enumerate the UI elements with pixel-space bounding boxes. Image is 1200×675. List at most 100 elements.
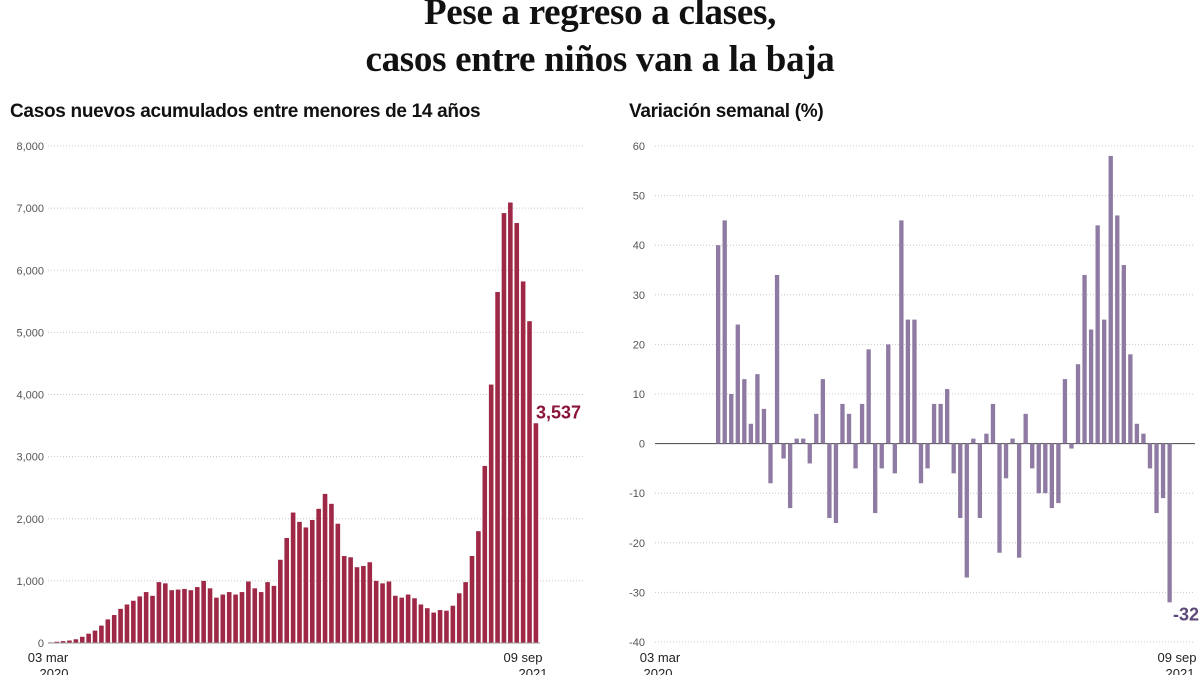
left-bar xyxy=(437,610,443,643)
right-bar xyxy=(761,408,767,444)
left-bar xyxy=(456,593,462,643)
left-bar xyxy=(131,600,136,643)
left-bar xyxy=(469,556,475,643)
right-bar xyxy=(846,413,852,444)
right-bar xyxy=(918,443,924,484)
right-bar xyxy=(1102,319,1107,444)
right-bar xyxy=(1016,443,1022,558)
left-bar xyxy=(386,581,392,643)
right-bar xyxy=(1088,329,1094,444)
left-bar xyxy=(367,562,373,643)
left-y-tick-label: 3,000 xyxy=(16,452,44,464)
left-x-end-year: 2021 xyxy=(519,666,548,675)
left-bar xyxy=(508,202,513,643)
right-bar xyxy=(1082,274,1087,444)
right-bar xyxy=(801,438,806,444)
headline-line-2: casos entre niños van a la baja xyxy=(365,39,835,80)
right-bar xyxy=(827,443,832,518)
left-y-tick-label: 0 xyxy=(38,638,44,650)
right-last-value-label: -32 xyxy=(1173,604,1199,624)
left-y-tick-label: 1,000 xyxy=(16,576,44,588)
left-bar xyxy=(156,582,162,643)
right-bar xyxy=(1147,443,1153,469)
left-bar xyxy=(233,594,238,643)
left-x-start-label: 03 mar xyxy=(28,650,69,665)
right-y-tick-label: 60 xyxy=(633,141,645,153)
left-bar xyxy=(201,580,206,644)
left-bar xyxy=(501,213,507,643)
left-bar xyxy=(124,604,130,643)
right-bar xyxy=(748,423,754,444)
right-bar xyxy=(1010,438,1015,444)
left-bar xyxy=(520,281,526,643)
left-bar xyxy=(424,608,430,643)
right-bar xyxy=(1036,443,1041,494)
right-bar xyxy=(866,349,871,444)
right-y-tick-label: 0 xyxy=(639,439,645,451)
right-y-tick-label: 10 xyxy=(633,389,645,401)
right-bar xyxy=(1167,443,1172,603)
headline-line-1: Pese a regreso a clases, xyxy=(423,0,777,33)
left-bar xyxy=(316,508,321,643)
left-y-tick-label: 6,000 xyxy=(16,265,44,277)
left-bar xyxy=(329,503,334,643)
right-bar xyxy=(1121,265,1126,444)
right-bar xyxy=(1062,379,1068,444)
left-bar xyxy=(169,590,174,643)
right-bar xyxy=(1075,364,1081,444)
left-bar xyxy=(118,608,123,643)
left-bar xyxy=(303,527,309,643)
left-bar xyxy=(278,559,283,643)
left-bar xyxy=(488,384,494,643)
right-bar xyxy=(814,413,819,444)
right-bar xyxy=(977,443,983,518)
right-bar xyxy=(742,379,747,444)
left-y-tick-label: 7,000 xyxy=(16,203,44,215)
left-bar xyxy=(60,641,66,643)
right-bar xyxy=(990,403,996,444)
left-bar xyxy=(143,592,149,643)
left-bar xyxy=(412,598,417,643)
left-y-tick-label: 5,000 xyxy=(16,327,44,339)
right-bar xyxy=(794,438,799,444)
right-bar xyxy=(859,403,865,444)
left-bar xyxy=(67,640,72,643)
left-bar xyxy=(163,583,168,643)
left-bar xyxy=(99,625,104,643)
right-bar xyxy=(853,443,858,469)
right-x-start-label: 03 mar xyxy=(640,650,681,665)
left-bar xyxy=(175,589,181,643)
right-bar xyxy=(774,274,780,444)
right-bar xyxy=(1043,443,1048,494)
right-bar xyxy=(1069,443,1074,449)
right-chart-title: Variación semanal (%) xyxy=(629,101,824,122)
left-bar xyxy=(348,557,353,643)
right-bar xyxy=(892,443,897,474)
right-bar xyxy=(873,443,878,514)
right-bar xyxy=(1141,433,1146,444)
left-bar xyxy=(239,592,245,643)
left-x-start-year: 2020 xyxy=(40,666,69,675)
left-bar xyxy=(92,630,98,643)
left-bar xyxy=(54,641,59,643)
right-bar xyxy=(945,389,950,444)
left-bar xyxy=(284,538,290,643)
right-bar xyxy=(984,433,989,444)
left-bar xyxy=(405,594,411,643)
left-bar xyxy=(399,597,405,643)
left-bar xyxy=(258,592,264,643)
left-y-tick-label: 2,000 xyxy=(16,514,44,526)
left-bar xyxy=(482,465,488,643)
left-bar xyxy=(214,597,219,643)
right-bar xyxy=(833,443,839,523)
left-bar xyxy=(354,567,360,643)
right-bar xyxy=(886,344,891,444)
right-bar xyxy=(807,443,812,464)
left-bar xyxy=(341,556,347,643)
right-bar xyxy=(925,443,930,469)
right-bar xyxy=(1056,443,1061,504)
right-bar xyxy=(1115,215,1120,444)
left-bar xyxy=(79,636,85,643)
left-bar xyxy=(463,582,468,643)
